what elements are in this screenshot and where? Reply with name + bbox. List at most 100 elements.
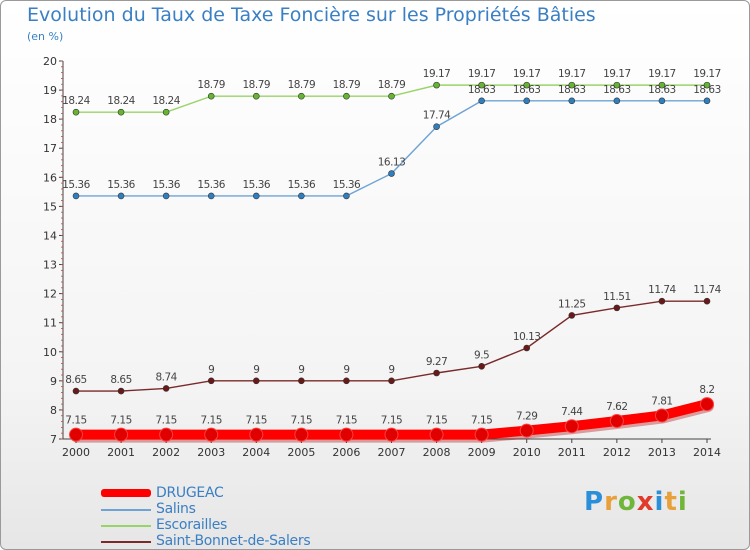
y-tick-label: 9 — [50, 375, 57, 388]
data-label: 7.29 — [516, 411, 537, 423]
legend-label: Escorailles — [156, 517, 228, 533]
data-label: 7.15 — [336, 415, 357, 427]
data-label: 18.63 — [468, 84, 496, 96]
x-tick-label: 2005 — [287, 446, 315, 459]
data-label: 18.79 — [378, 79, 406, 91]
data-point — [204, 427, 219, 442]
data-point — [117, 108, 125, 116]
data-label: 19.17 — [558, 68, 586, 80]
x-tick-label: 2012 — [603, 446, 631, 459]
data-label: 9.5 — [474, 349, 489, 361]
x-tick-label: 2004 — [242, 446, 270, 459]
data-point — [207, 192, 215, 200]
data-label: 18.79 — [243, 79, 271, 91]
x-tick-label: 2013 — [648, 446, 676, 459]
legend-swatch — [101, 509, 151, 511]
data-point — [523, 81, 531, 89]
data-point — [207, 377, 215, 385]
data-point — [433, 369, 440, 377]
data-point — [207, 92, 215, 100]
proxiti-logo: Proxiti — [584, 487, 688, 517]
data-point — [388, 377, 395, 385]
y-tick-label: 10 — [43, 346, 57, 359]
data-point — [252, 377, 260, 385]
data-label: 8.2 — [699, 384, 714, 396]
data-point — [72, 108, 80, 116]
data-label: 19.17 — [603, 68, 631, 80]
data-point — [162, 385, 170, 392]
data-point — [117, 192, 125, 200]
data-point — [252, 92, 260, 100]
data-point — [252, 192, 260, 200]
legend-label: Saint-Bonnet-de-Salers — [156, 533, 311, 549]
data-point — [613, 97, 621, 105]
data-point — [478, 363, 485, 370]
logo-letter: P — [584, 487, 605, 517]
data-label: 19.17 — [693, 68, 721, 80]
data-point — [703, 97, 711, 105]
data-point — [523, 97, 531, 105]
data-label: 18.63 — [603, 84, 631, 96]
data-label: 18.24 — [152, 95, 180, 107]
logo-letter: x — [636, 487, 655, 517]
data-label: 7.15 — [291, 415, 312, 427]
data-point — [298, 192, 305, 200]
y-tick-label: 19 — [43, 84, 57, 97]
data-point — [613, 81, 621, 89]
data-label: 11.74 — [648, 284, 676, 296]
data-point — [613, 304, 621, 312]
data-label: 7.15 — [381, 415, 402, 427]
data-label: 7.44 — [561, 406, 583, 418]
data-label: 7.15 — [65, 415, 86, 427]
data-label: 8.65 — [110, 374, 131, 386]
data-point — [703, 81, 711, 89]
x-tick-label: 2003 — [197, 446, 225, 459]
x-tick-label: 2009 — [468, 446, 496, 459]
x-tick-label: 2000 — [62, 446, 90, 459]
data-label: 16.13 — [378, 157, 406, 169]
data-label: 19.17 — [423, 68, 451, 80]
unit-label: (en %) — [27, 30, 64, 43]
legend-swatch — [101, 541, 151, 543]
data-label: 11.51 — [603, 291, 631, 303]
data-point — [298, 92, 305, 100]
x-tick-label: 2006 — [332, 446, 360, 459]
y-tick-label: 8 — [50, 404, 57, 417]
data-point — [388, 92, 395, 100]
y-tick-label: 7 — [50, 433, 57, 446]
logo-letter: t — [664, 487, 678, 517]
y-tick-label: 13 — [43, 259, 57, 272]
data-label: 7.62 — [606, 401, 627, 413]
legend-swatch — [101, 489, 151, 497]
y-tick-label: 15 — [43, 200, 57, 213]
legend-label: Salins — [156, 501, 196, 517]
y-tick-label: 14 — [43, 229, 57, 242]
y-tick-label: 12 — [43, 288, 57, 301]
data-point — [478, 97, 485, 105]
data-point — [433, 123, 440, 131]
data-label: 18.63 — [693, 84, 721, 96]
data-label: 15.36 — [152, 179, 180, 191]
data-label: 18.24 — [62, 95, 90, 107]
data-label: 15.36 — [62, 179, 90, 191]
data-label: 7.81 — [651, 395, 672, 407]
data-point — [654, 408, 669, 423]
legend-label: DRUGEAC — [156, 485, 224, 501]
data-point — [114, 427, 129, 442]
logo-letter: o — [617, 487, 637, 517]
y-tick-label: 18 — [43, 113, 57, 126]
data-point — [658, 97, 666, 105]
data-point — [429, 427, 444, 442]
data-label: 15.36 — [197, 179, 225, 191]
data-label: 7.15 — [110, 415, 131, 427]
data-label: 18.79 — [288, 79, 316, 91]
data-point — [343, 192, 350, 200]
y-tick-label: 16 — [43, 171, 57, 184]
data-point — [343, 92, 350, 100]
logo-letter: i — [677, 487, 688, 517]
x-tick-label: 2008 — [423, 446, 451, 459]
data-point — [162, 192, 170, 200]
data-label: 7.15 — [426, 415, 447, 427]
data-point — [564, 419, 579, 434]
